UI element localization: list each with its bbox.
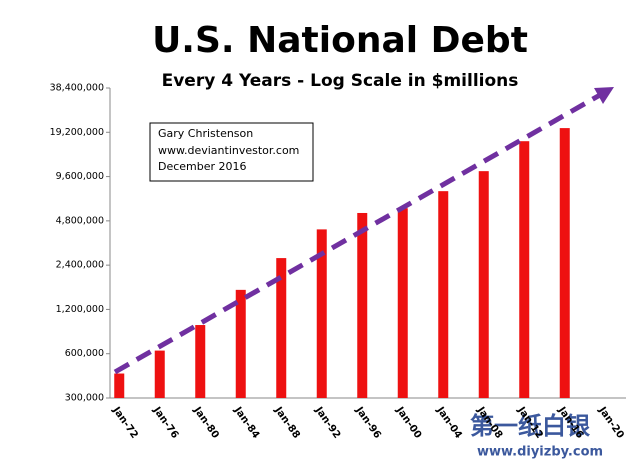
- chart-title: U.S. National Debt: [152, 20, 528, 61]
- trend-arrow: [113, 92, 602, 375]
- annotation: Gary Christenson: [158, 127, 253, 140]
- bar: [478, 171, 489, 398]
- x-tick-label: Jan-04: [434, 404, 464, 440]
- annotation: www.deviantinvestor.com: [158, 144, 299, 157]
- y-tick-label: 19,200,000: [50, 127, 104, 138]
- bar: [154, 350, 165, 398]
- x-tick-label: Jan-72: [110, 404, 140, 440]
- x-tick-label: Jan-92: [312, 404, 342, 440]
- x-tick-label: Jan-88: [272, 404, 302, 440]
- y-tick-label: 4,800,000: [56, 215, 104, 226]
- bar: [114, 373, 125, 398]
- bars: [114, 128, 570, 399]
- bar: [438, 191, 449, 398]
- watermark: 第一纸白银: [470, 412, 591, 440]
- y-tick-label: 1,200,000: [56, 304, 104, 315]
- annotation: December 2016: [158, 160, 247, 173]
- y-tick-label: 2,400,000: [56, 260, 104, 271]
- x-tick-label: Jan-96: [353, 404, 383, 440]
- bar: [316, 229, 327, 398]
- y-tick-label: 9,600,000: [56, 171, 104, 182]
- x-tick-label: Jan-20: [596, 404, 626, 440]
- x-tick-label: Jan-84: [231, 404, 261, 440]
- bar: [195, 325, 206, 398]
- bar: [397, 208, 408, 398]
- bar: [357, 212, 368, 398]
- watermark: www.diyizby.com: [477, 445, 603, 460]
- bar: [235, 289, 246, 398]
- y-tick-label: 600,000: [65, 348, 104, 359]
- annotation-box: [149, 122, 314, 182]
- chart-subtitle: Every 4 Years - Log Scale in $millions: [162, 71, 519, 91]
- x-tick-label: Jan-00: [393, 404, 423, 440]
- y-tick-label: 38,400,000: [50, 83, 104, 94]
- bar: [519, 141, 530, 398]
- x-tick-label: Jan-76: [150, 404, 180, 440]
- bar: [559, 128, 570, 399]
- trend-arrow-head: [594, 87, 614, 104]
- y-tick-label: 300,000: [65, 393, 104, 404]
- bar: [276, 258, 287, 398]
- x-tick-label: Jan-80: [191, 404, 221, 440]
